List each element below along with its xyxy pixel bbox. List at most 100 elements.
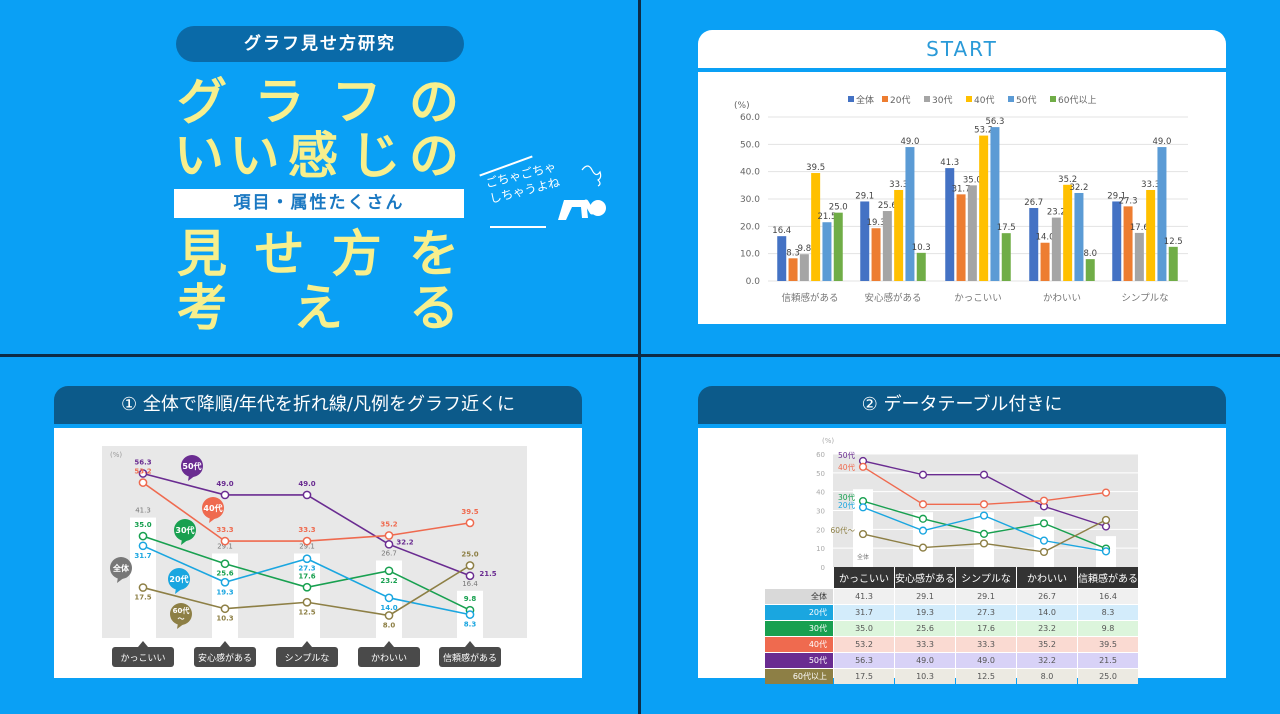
data-point	[1101, 522, 1111, 531]
table-cell: 33.3	[956, 637, 1016, 652]
bar-value-label: 33.3	[889, 180, 908, 190]
legend-swatch	[1050, 96, 1056, 102]
x-category-tag: 信頼感がある	[439, 641, 501, 667]
total-bar-label: 全体	[857, 553, 869, 561]
bar	[882, 211, 892, 281]
point-value-label: 31.7	[134, 552, 151, 560]
bar-value-label: 12.5	[1164, 237, 1183, 247]
series-label-pill: グラフ見せ方研究	[176, 26, 464, 62]
x-category-label: かわいい	[1043, 293, 1081, 304]
legend-bubble: 30代	[174, 519, 196, 545]
bar	[905, 147, 915, 281]
table-row: 20代 31.7 19.3 27.3 14.0 8.3	[765, 605, 1138, 620]
bar	[1123, 206, 1133, 281]
table-cell: 33.3	[895, 637, 955, 652]
start-panel-header: START	[698, 30, 1226, 68]
table-row: 50代 56.3 49.0 49.0 32.2 21.5	[765, 653, 1138, 668]
table-cell: 35.0	[834, 621, 894, 636]
data-point	[1101, 547, 1111, 556]
y-tick-label: 30	[816, 508, 825, 516]
total-bar	[294, 553, 320, 638]
data-point	[384, 539, 394, 549]
point-value-label: 17.5	[134, 594, 151, 602]
panel2-chart-card: (%) 0 10 20 30 40 50 60 全体 50代 40代 30代 20代 60代〜	[698, 428, 1226, 678]
data-point	[979, 470, 989, 479]
table-cell: 9.8	[1078, 621, 1138, 636]
data-point	[465, 561, 475, 570]
point-value-label: 25.6	[216, 570, 233, 578]
table-cell: 21.5	[1078, 653, 1138, 668]
data-point	[465, 571, 475, 581]
series-inline-label: 60代〜	[830, 525, 855, 535]
data-point	[302, 582, 312, 592]
bar	[777, 236, 787, 281]
headline-line-2: い い 感 じ の	[174, 127, 459, 185]
legend-bubble: 60代〜	[170, 603, 192, 629]
bar-value-label: 35.2	[1058, 175, 1077, 185]
point-value-label: 8.3	[464, 621, 477, 629]
svg-text:シンプルな: シンプルな	[285, 653, 330, 664]
bar-value-label: 32.2	[1069, 183, 1088, 193]
bar-value-label: 10.3	[912, 243, 931, 253]
total-value-label: 29.1	[299, 542, 315, 550]
legend-bubble: 全体	[110, 557, 132, 583]
table-cell: 41.3	[834, 589, 894, 604]
start-chart-card: (%) 0.0 10.0 20.0 30.0 40.0 50.0 60.0 全体 20代 30代 40…	[698, 72, 1226, 324]
data-point	[220, 604, 230, 614]
legend-label: 20代	[890, 95, 910, 106]
point-value-label: 27.3	[298, 565, 315, 573]
table-cell: 49.0	[956, 653, 1016, 668]
table-cell: 25.0	[1078, 669, 1138, 684]
table-cell: 29.1	[956, 589, 1016, 604]
bar-value-label: 27.3	[1119, 196, 1138, 206]
bar	[822, 222, 832, 281]
table-cell: 27.3	[956, 605, 1016, 620]
table-column-header: シンプルな	[956, 567, 1016, 588]
headline-line-3: 見 せ 方 を	[177, 225, 459, 283]
table-cell: 53.2	[834, 637, 894, 652]
headline-line-1: グ ラ フ の	[177, 73, 459, 131]
bar	[956, 194, 966, 281]
table-cell: 10.3	[895, 669, 955, 684]
point-value-label: 10.3	[216, 615, 233, 623]
legend-swatch	[848, 96, 854, 102]
point-value-label: 56.3	[134, 458, 151, 466]
y-tick-label: 40.0	[740, 168, 760, 178]
bar	[1074, 192, 1084, 281]
point-value-label: 19.3	[216, 588, 233, 596]
bar	[967, 185, 977, 281]
data-point	[384, 593, 394, 603]
bar	[788, 258, 798, 281]
data-point	[858, 529, 868, 539]
vertical-divider	[638, 0, 641, 714]
data-point	[384, 531, 394, 540]
panel1-header: ① 全体で降順/年代を折れ線/凡例をグラフ近くに	[54, 386, 582, 424]
bar	[990, 127, 1000, 281]
table-row-label: 30代	[765, 621, 833, 636]
bar-value-label: 33.3	[1141, 180, 1160, 190]
bar	[916, 252, 926, 281]
bar-value-label: 23.2	[1047, 208, 1066, 218]
total-value-label: 26.7	[381, 550, 397, 558]
table-corner	[765, 567, 833, 588]
svg-text:60代: 60代	[173, 606, 190, 615]
legend-swatch	[966, 96, 972, 102]
point-value-label: 9.8	[464, 595, 477, 603]
y-tick-label: 50	[816, 470, 825, 478]
bar-value-label: 53.2	[974, 126, 993, 136]
data-point	[138, 478, 148, 487]
point-value-label: 53.2	[134, 468, 151, 476]
decorative-line	[490, 226, 546, 228]
table-column-header: 信頼感がある	[1078, 567, 1138, 588]
horizontal-divider	[0, 354, 1280, 357]
svg-text:安心感がある: 安心感がある	[198, 652, 252, 664]
svg-text:かっこいい: かっこいい	[120, 653, 165, 664]
y-tick-label: 10.0	[740, 250, 760, 260]
panel1-chart-card: (%) 41.3 29.1 29.1 26.7 16.4 56.3 49.0 49.0 32.2 2…	[54, 428, 582, 678]
data-point	[302, 597, 312, 607]
x-category-tag: かわいい	[358, 641, 420, 667]
table-row-label: 全体	[765, 589, 833, 604]
data-point	[220, 577, 230, 587]
y-axis-unit: (%)	[110, 451, 122, 459]
